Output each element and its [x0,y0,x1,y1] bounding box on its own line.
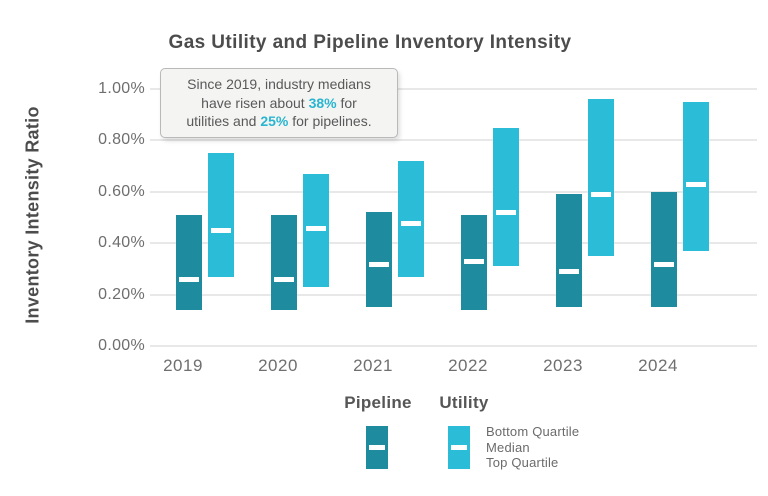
quartile-bar-utility-2021 [398,160,424,277]
annotation-text: for [336,94,357,111]
annotation-highlight-value: 38% [308,94,337,111]
legend-median-line [451,445,467,450]
annotation-line: utilities and 25% for pipelines. [186,112,371,131]
median-line [306,225,326,231]
legend-label-pipeline: Pipeline [344,393,412,412]
quartile-bar-utility-2019 [208,153,234,277]
legend-key-top-quartile: Top Quartile [486,455,559,470]
gridline [150,293,757,296]
legend-swatch-utility [448,426,470,469]
median-line [401,220,421,226]
gridline [150,190,757,193]
median-line [686,182,706,188]
annotation-text: utilities and [186,113,261,130]
gridline [150,88,757,90]
quartile-bar-utility-2022 [493,127,519,267]
y-tick-label: 0.60% [98,182,145,200]
legend-key-median: Median [486,439,530,455]
annotation-text: Since 2019, industry medians [187,75,371,92]
legend-key-bottom-quartile: Bottom Quartile [486,424,580,439]
quartile-bar-utility-2020 [303,173,329,287]
median-line [654,261,674,267]
median-line [211,228,231,234]
annotation-highlight-value: 25% [260,113,289,130]
y-axis-title: Inventory Intensity Ratio [22,106,43,324]
x-tick-label-2019: 2019 [163,356,203,375]
quartile-bar-pipeline-2022 [461,214,487,310]
legend-key-labels: Bottom Quartile Median Top Quartile [486,424,579,471]
quartile-bar-pipeline-2020 [271,214,297,310]
legend-swatch-pipeline [366,426,388,469]
annotation-line: Since 2019, industry medians [187,75,371,94]
quartile-bar-utility-2024 [683,101,709,251]
annotation-text: have risen about [201,94,309,111]
quartile-bar-pipeline-2024 [651,191,677,308]
x-tick-label-2020: 2020 [258,356,298,375]
gridline [150,345,757,347]
gridline [150,139,757,142]
median-line [464,259,484,265]
y-tick-label: 0.00% [98,337,145,354]
median-line [559,269,579,275]
y-tick-label: 0.40% [98,234,145,252]
legend-median-line [369,445,385,450]
annotation-callout: Since 2019, industry medians have risen a… [160,68,398,138]
legend-label-utility: Utility [439,393,489,412]
quartile-bar-pipeline-2019 [176,214,202,310]
plot-area: 2019 2020 2021 2022 2023 2024 [150,88,757,375]
median-line [369,261,389,267]
annotation-line: have risen about 38% for [201,94,357,113]
annotation-text: for pipelines. [288,113,372,130]
quartile-bar-pipeline-2021 [366,212,392,308]
median-line [591,192,611,198]
median-line [496,210,516,216]
y-tick-label: 0.80% [98,131,145,149]
y-tick-label: 0.20% [98,285,145,303]
x-tick-label-2023: 2023 [543,356,583,375]
quartile-bar-utility-2023 [588,99,614,257]
median-line [179,277,199,283]
y-tick-label: 1.00% [98,80,145,97]
x-tick-label-2024: 2024 [638,356,678,375]
x-tick-label-2022: 2022 [448,356,488,375]
x-tick-label-2021: 2021 [353,356,393,375]
gridline [150,242,757,245]
median-line [274,277,294,283]
quartile-bar-pipeline-2023 [556,194,582,308]
chart-title: Gas Utility and Pipeline Inventory Inten… [168,32,572,53]
